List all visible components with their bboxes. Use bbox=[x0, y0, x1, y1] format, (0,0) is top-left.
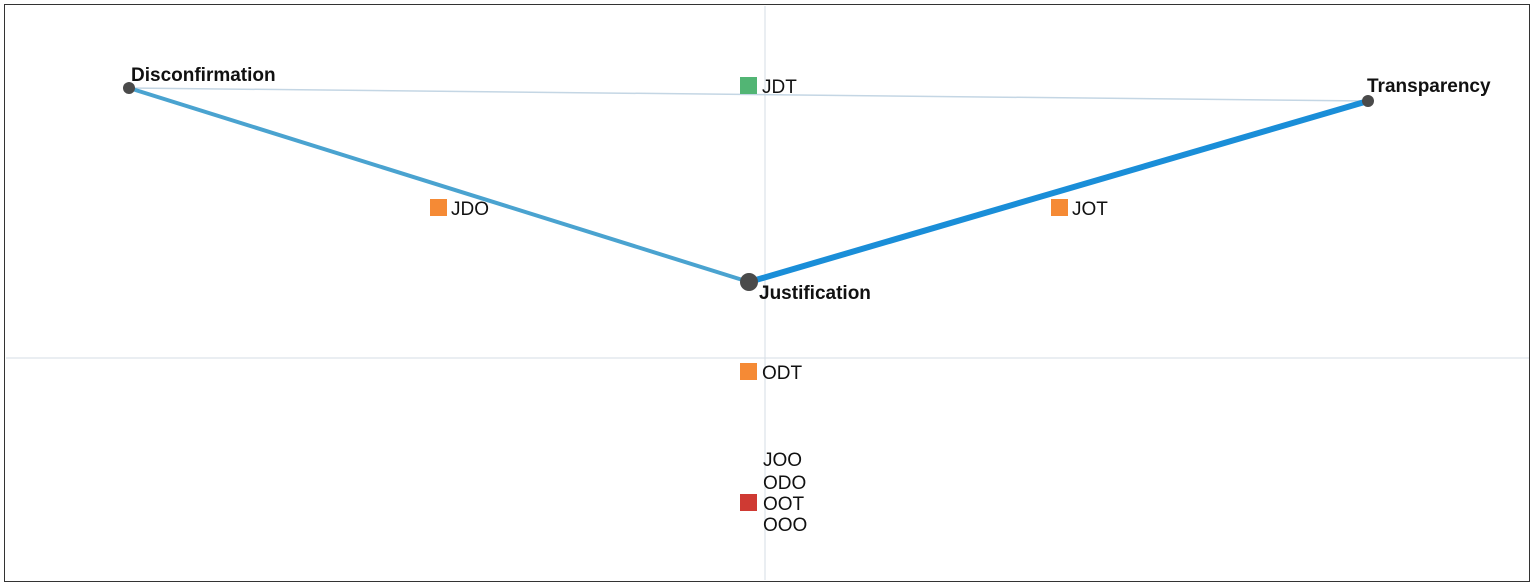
config-label-odo: ODO bbox=[763, 473, 806, 494]
marker-oot bbox=[740, 494, 757, 511]
config-label-odt: ODT bbox=[762, 363, 803, 384]
node-justification bbox=[740, 273, 758, 291]
marker-odt bbox=[740, 363, 757, 380]
config-label-ooo: OOO bbox=[763, 515, 807, 536]
edge-disconfirmation-justification bbox=[128, 86, 750, 284]
config-label-jdt: JDT bbox=[762, 77, 797, 98]
config-label-jot: JOT bbox=[1072, 199, 1108, 220]
edge-justification-transparency bbox=[748, 98, 1369, 285]
node-label-justification: Justification bbox=[759, 283, 871, 304]
config-label-jdo: JDO bbox=[451, 199, 489, 220]
marker-jot bbox=[1051, 199, 1068, 216]
edge-disconfirmation-transparency bbox=[128, 87, 1369, 102]
marker-jdt bbox=[740, 77, 757, 94]
node-label-transparency: Transparency bbox=[1367, 76, 1491, 97]
node-label-disconfirmation: Disconfirmation bbox=[131, 65, 276, 86]
node-transparency bbox=[1362, 95, 1374, 107]
config-label-oot: OOT bbox=[763, 494, 805, 515]
node-disconfirmation bbox=[123, 82, 135, 94]
config-label-joo: JOO bbox=[763, 450, 802, 471]
marker-jdo bbox=[430, 199, 447, 216]
